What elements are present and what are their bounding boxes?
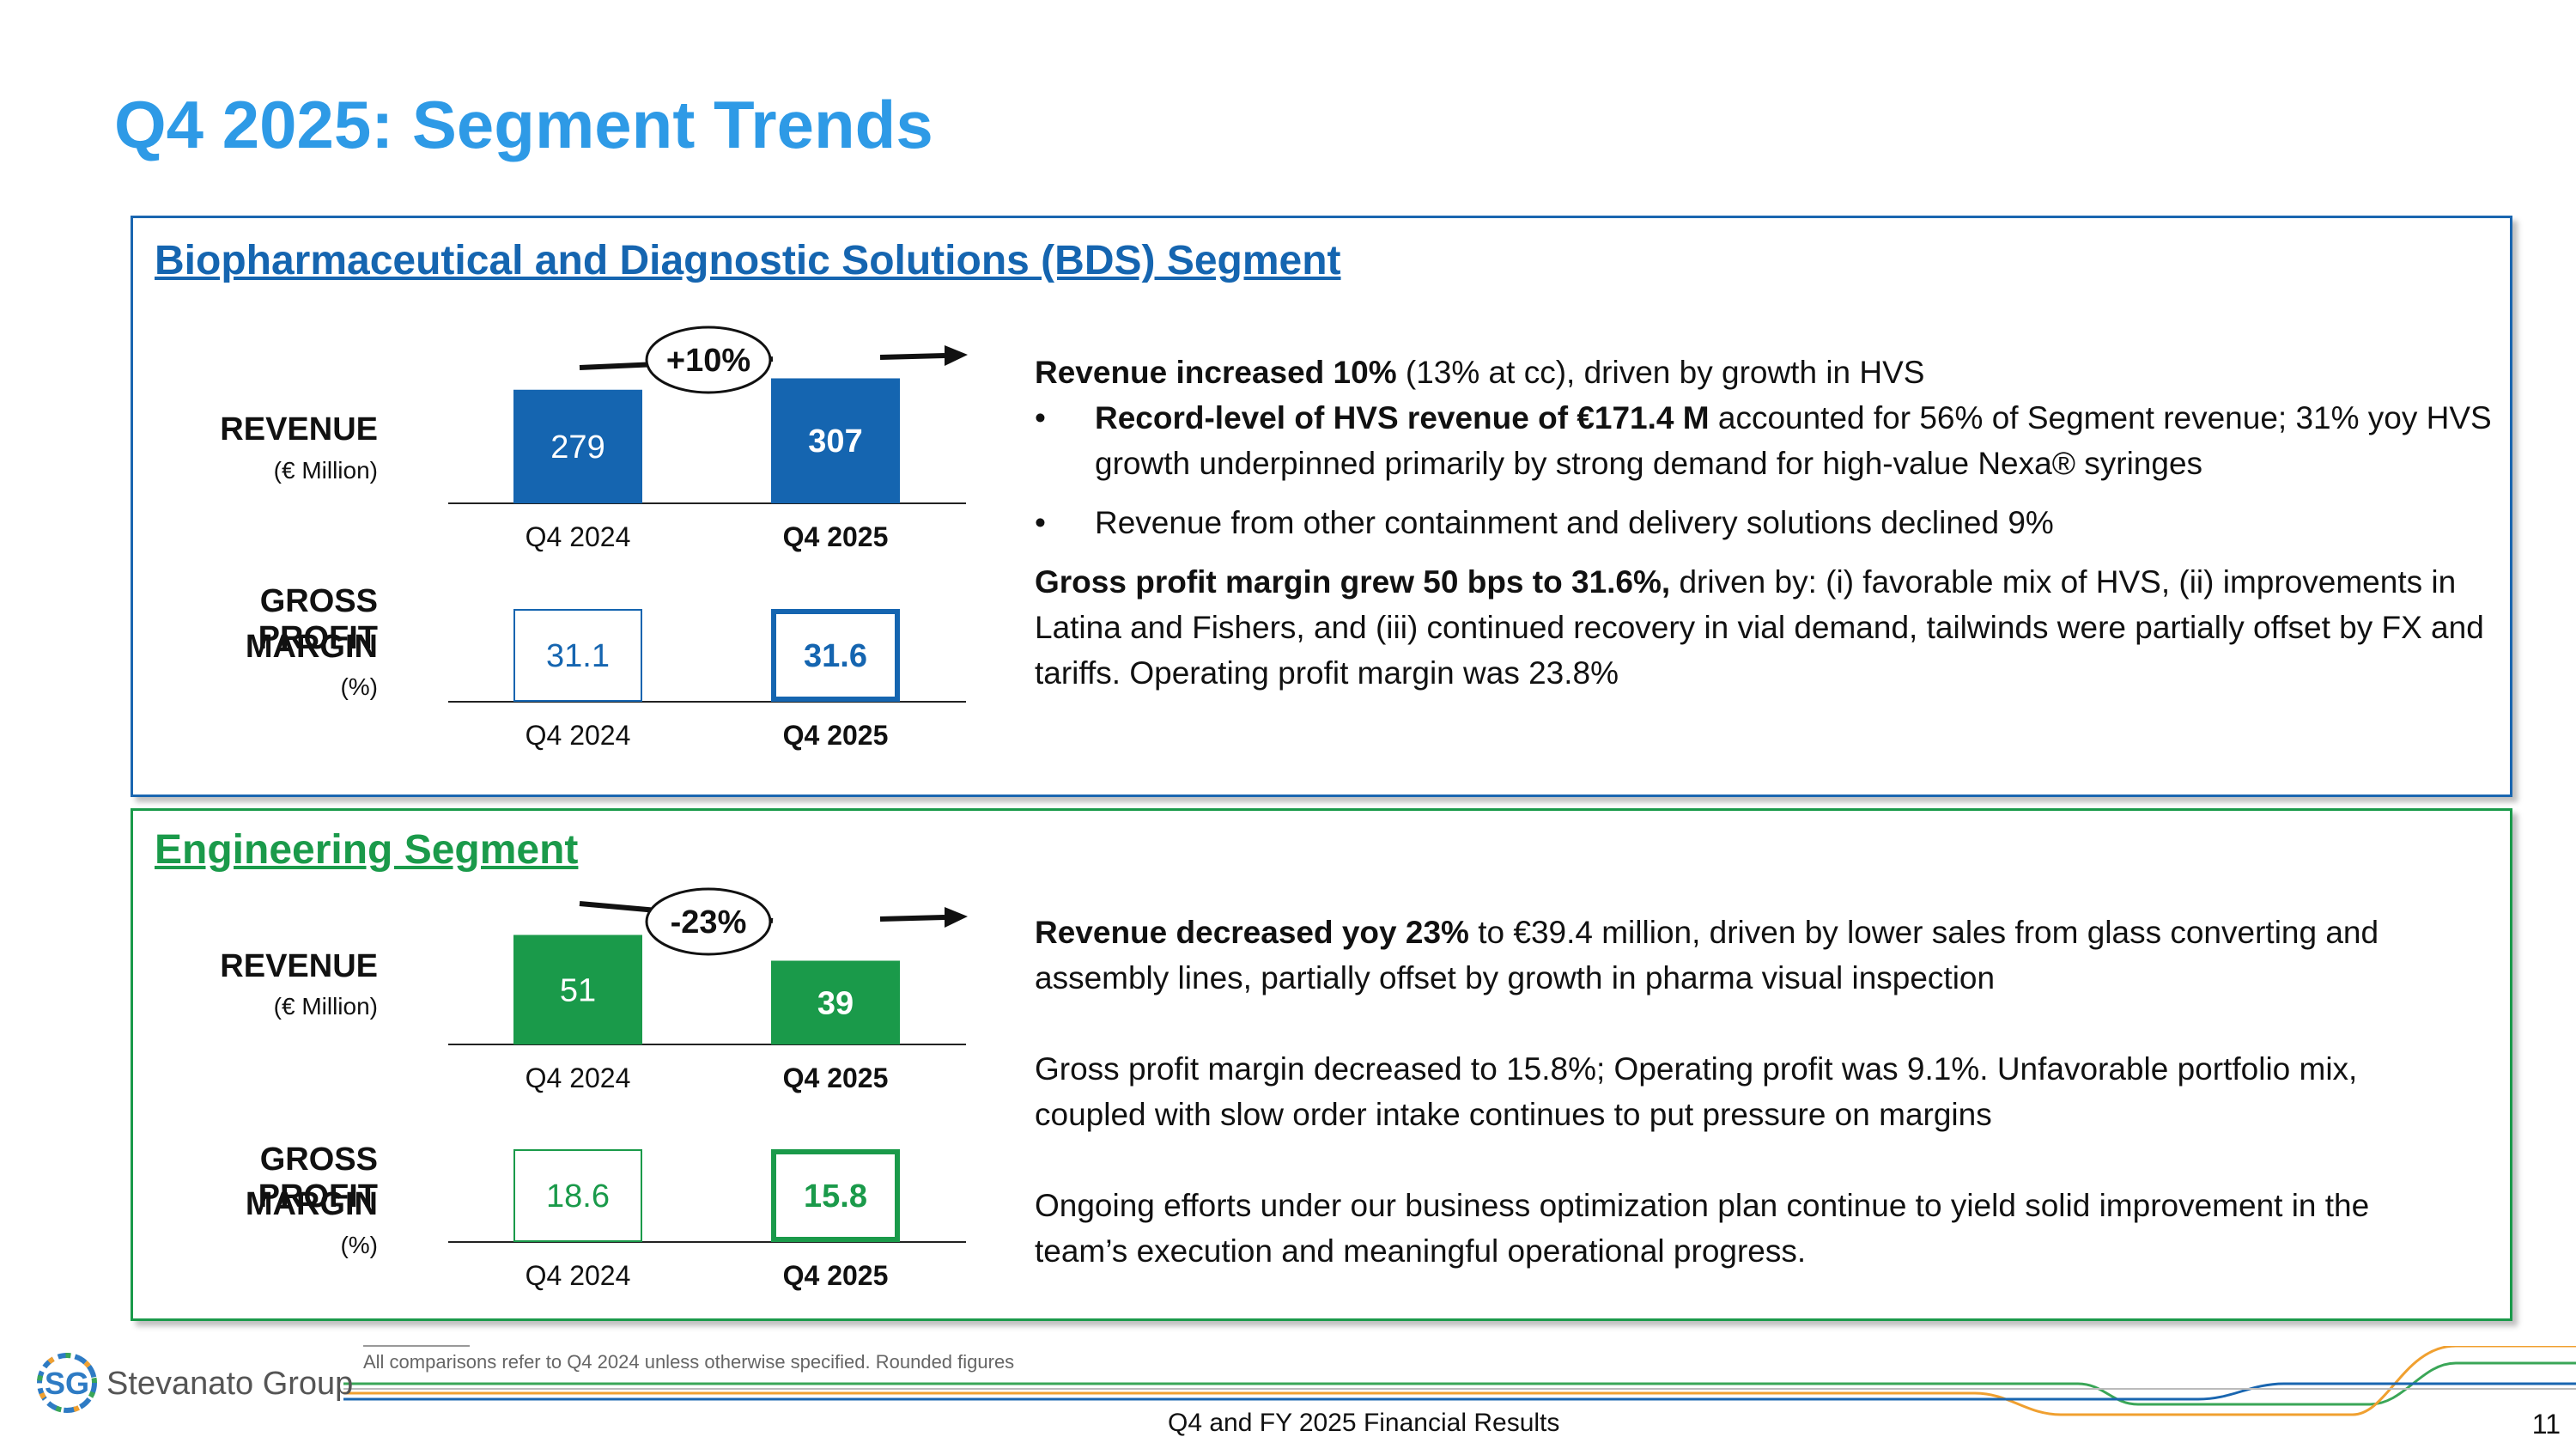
eng-revenue-bar-1 bbox=[771, 960, 900, 1044]
page-title: Q4 2025: Segment Trends bbox=[114, 87, 933, 162]
engineering-segment-heading: Engineering Segment bbox=[155, 827, 579, 873]
logo-mark-icon: SG bbox=[37, 1353, 97, 1413]
bds-gpm-category-label-1: Q4 2025 bbox=[783, 720, 889, 751]
footnote-rule bbox=[363, 1345, 470, 1347]
bds-gpm-label-line1: GROSS PROFIT bbox=[258, 583, 378, 656]
bds-revenue-category-label-0: Q4 2024 bbox=[526, 521, 631, 552]
eng-revenue-category-label-0: Q4 2024 bbox=[526, 1062, 631, 1093]
bds-charts: 279 Q4 2024 307 Q4 2025 31.1 Q4 2024 31.6 Q4 20… bbox=[448, 326, 968, 751]
bds-revenue-label: REVENUE bbox=[220, 411, 378, 447]
eng-trend-arrowhead bbox=[945, 907, 968, 928]
bds-margin-summary: Gross profit margin grew 50 bps to 31.6%… bbox=[1035, 564, 2484, 691]
bds-bullet-other: • Revenue from other containment and deli… bbox=[1035, 505, 2054, 540]
bds-segment-panel: Biopharmaceutical and Diagnostic Solutio… bbox=[131, 216, 2512, 797]
eng-revenue-category-label-1: Q4 2025 bbox=[783, 1062, 889, 1093]
bds-gpm-unit: (%) bbox=[340, 673, 378, 700]
bds-change-label: +10% bbox=[666, 343, 750, 379]
eng-gpm-box-1 bbox=[771, 1149, 900, 1242]
footnote: All comparisons refer to Q4 2024 unless … bbox=[363, 1351, 1015, 1373]
bds-gpm-value-label-1: 31.6 bbox=[804, 638, 867, 674]
bds-revenue-bar-0 bbox=[513, 389, 642, 503]
eng-revenue-value-label-0: 51 bbox=[560, 972, 596, 1008]
bds-bullet-hvs: • Record-level of HVS revenue of €171.4 M… bbox=[1035, 400, 2492, 481]
eng-optimization-summary: Ongoing efforts under our business optim… bbox=[1035, 1188, 2370, 1269]
eng-revenue-bar-0 bbox=[513, 935, 642, 1044]
eng-gpm-label-line1: GROSS PROFIT bbox=[258, 1142, 378, 1215]
page-number: 11 bbox=[2531, 1409, 2561, 1440]
eng-change-badge bbox=[645, 887, 772, 956]
bds-trend-arrowhead bbox=[945, 345, 968, 366]
eng-gpm-value-label-1: 15.8 bbox=[804, 1178, 867, 1215]
eng-gpm-category-label-1: Q4 2025 bbox=[783, 1260, 889, 1291]
bds-revenue-bar-1 bbox=[771, 378, 900, 503]
bds-segment-heading: Biopharmaceutical and Diagnostic Solutio… bbox=[155, 238, 1341, 283]
eng-margin-summary: Gross profit margin decreased to 15.8%; … bbox=[1035, 1051, 2358, 1132]
eng-revenue-label: REVENUE bbox=[220, 948, 378, 984]
eng-gpm-box-0 bbox=[513, 1149, 642, 1242]
footer-decoration bbox=[343, 1346, 2576, 1416]
eng-gpm-value-label-0: 18.6 bbox=[546, 1178, 610, 1215]
bds-gpm-category-label-0: Q4 2024 bbox=[526, 720, 631, 751]
engineering-commentary: Revenue decreased yoy 23% to €39.4 milli… bbox=[1035, 910, 2409, 1274]
bds-revenue-unit: (€ Million) bbox=[273, 457, 378, 484]
eng-revenue-summary: Revenue decreased yoy 23% to €39.4 milli… bbox=[1035, 915, 2379, 995]
engineering-segment-panel: Engineering Segment REVENUE (€ Million) … bbox=[131, 808, 2512, 1321]
bds-revenue-category-label-1: Q4 2025 bbox=[783, 521, 889, 552]
eng-change-label: -23% bbox=[671, 904, 747, 941]
bds-revenue-value-label-1: 307 bbox=[808, 423, 862, 460]
bds-change-badge bbox=[645, 326, 772, 394]
bds-gpm-box-1 bbox=[771, 609, 900, 702]
bds-commentary: Revenue increased 10% (13% at cc), drive… bbox=[1035, 350, 2494, 696]
footer-title: Q4 and FY 2025 Financial Results bbox=[1168, 1409, 1560, 1437]
company-logo: SG bbox=[33, 1349, 101, 1417]
footer-line-green bbox=[343, 1361, 2576, 1406]
eng-revenue-value-label-1: 39 bbox=[817, 985, 854, 1021]
bds-revenue-value-label-0: 279 bbox=[550, 429, 605, 466]
logo-mark-text: SG bbox=[45, 1366, 89, 1401]
bds-trend-line-right bbox=[879, 353, 945, 360]
company-logo-text: Stevanato Group bbox=[106, 1366, 354, 1402]
bds-gpm-box-0 bbox=[513, 609, 642, 702]
engineering-charts: 51 Q4 2024 39 Q4 2025 18.6 Q4 2024 15.8 Q4 2025… bbox=[448, 887, 968, 1291]
eng-gpm-category-label-0: Q4 2024 bbox=[526, 1260, 631, 1291]
bds-gpm-value-label-0: 31.1 bbox=[546, 638, 610, 674]
eng-gpm-unit: (%) bbox=[340, 1232, 378, 1258]
bds-gpm-label-line2: MARGIN bbox=[245, 629, 378, 665]
eng-revenue-unit: (€ Million) bbox=[273, 993, 378, 1020]
bds-revenue-summary: Revenue increased 10% (13% at cc), drive… bbox=[1035, 355, 1925, 390]
eng-gpm-label-line2: MARGIN bbox=[245, 1186, 378, 1222]
eng-trend-line-right bbox=[879, 915, 945, 922]
footer-line-blue bbox=[343, 1382, 2576, 1401]
